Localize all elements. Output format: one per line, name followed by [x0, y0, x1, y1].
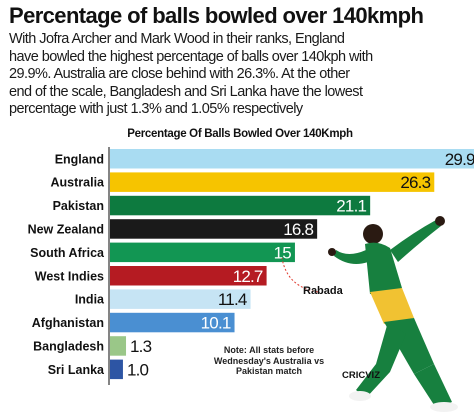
intro-line: percentage with just 1.3% and 1.05% resp… [9, 101, 303, 118]
category-label: Pakistan [53, 199, 104, 213]
bar [110, 336, 127, 356]
bar [110, 266, 267, 286]
value-label: 1.0 [127, 360, 149, 379]
category-label: Bangladesh [33, 339, 104, 353]
source-credit: CRICVIZ [342, 370, 380, 381]
intro-line: With Jofra Archer and Mark Wood in their… [9, 31, 345, 47]
category-label: India [75, 293, 105, 307]
value-label: 10.1 [201, 314, 231, 333]
bar [110, 195, 371, 216]
value-label: 26.3 [400, 173, 430, 192]
headline: Percentage of balls bowled over 140kmph [9, 3, 424, 28]
category-label: England [55, 152, 104, 166]
value-label: 1.3 [130, 337, 152, 356]
bowler-photo [328, 216, 458, 412]
intro-paragraph: With Jofra Archer and Mark Wood in their… [9, 31, 471, 119]
category-label: West Indies [35, 269, 104, 283]
bar [110, 289, 251, 309]
stats-note: Note: All stats before Wednesday's Austr… [213, 345, 325, 376]
bar [110, 172, 435, 192]
intro-line: 29.9%. Australia are close behind with 2… [9, 66, 350, 83]
intro-line: end of the scale, Bangladesh and Sri Lan… [9, 83, 363, 100]
bar [110, 242, 295, 263]
value-label: 15 [274, 243, 292, 262]
value-label: 12.7 [233, 267, 263, 286]
value-label: 21.1 [336, 197, 366, 216]
bar [110, 359, 123, 380]
pointer-arrow [281, 257, 319, 293]
chart-title: Percentage Of Balls Bowled Over 140Kmph [127, 128, 353, 140]
value-label: 29.9 [445, 150, 474, 169]
category-label: New Zealand [28, 222, 104, 236]
bar [110, 219, 318, 239]
value-label: 16.8 [283, 220, 313, 239]
category-label: South Africa [30, 246, 105, 260]
intro-line: have bowled the highest percentage of ba… [9, 48, 373, 65]
bar [110, 149, 474, 169]
category-label: Australia [51, 176, 106, 190]
bar [110, 312, 235, 333]
bar-group: England 29.9 Australia 26.3 Pakistan 21.1 New … [28, 149, 474, 379]
value-label: 11.4 [218, 290, 247, 309]
player-name-label: Rabada [303, 285, 343, 297]
category-label: Sri Lanka [48, 363, 105, 377]
category-label: Afghanistan [32, 316, 104, 330]
